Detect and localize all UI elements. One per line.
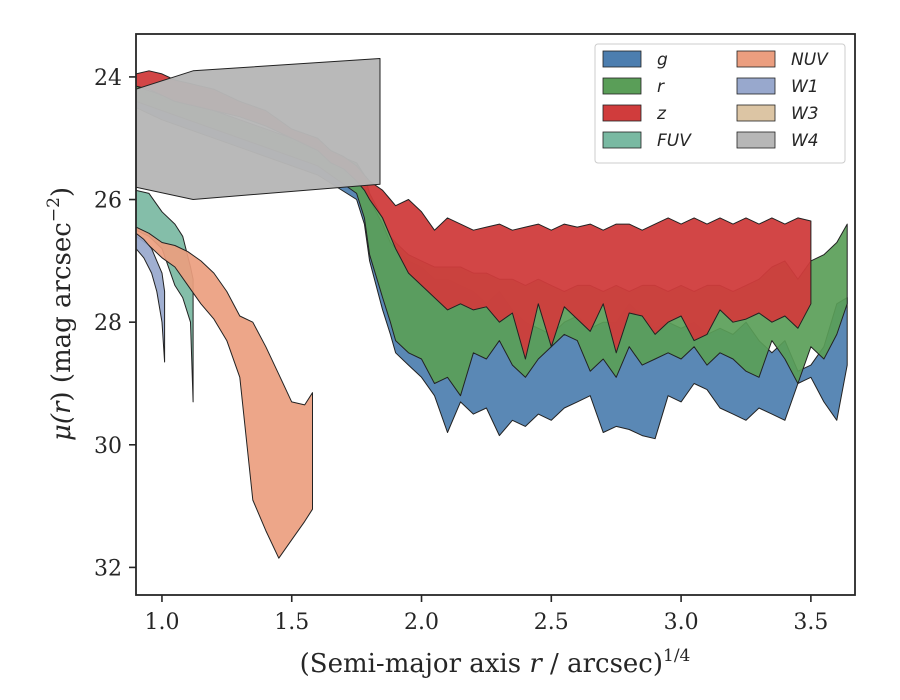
y-tick-label: 26 xyxy=(94,189,122,214)
y-axis-label-close: ) (mag arcsec xyxy=(47,222,77,401)
x-tick-label: 3.0 xyxy=(664,610,699,635)
legend-swatch-r xyxy=(602,77,642,95)
y-axis-label-sup: −2 xyxy=(44,197,64,222)
legend-label-g: g xyxy=(657,50,668,70)
legend-swatch-g xyxy=(602,50,642,68)
legend-label-w4: W4 xyxy=(791,131,819,151)
x-tick-label: 2.0 xyxy=(404,610,439,635)
legend-swatch-w4 xyxy=(736,131,776,149)
legend-label-r: r xyxy=(657,77,665,97)
y-axis-ticks: 24 26 28 30 32 xyxy=(94,66,136,581)
y-tick-label: 30 xyxy=(94,434,122,459)
y-tick-label: 32 xyxy=(94,556,122,581)
series-area-w1 xyxy=(136,232,166,363)
x-tick-label: 1.0 xyxy=(144,610,179,635)
legend-swatch-fuv xyxy=(602,131,642,149)
series-area-nuv xyxy=(136,226,313,559)
x-axis-label-prefix: (Semi-major axis xyxy=(300,649,530,679)
legend-swatch-w3 xyxy=(736,104,776,122)
legend-label-w1: W1 xyxy=(791,77,819,97)
y-axis-label-mu: μ( xyxy=(47,413,77,441)
x-axis-label-sup: 1/4 xyxy=(663,646,690,666)
x-axis-label-mid: / arcsec) xyxy=(542,649,663,679)
legend-label-z: z xyxy=(656,104,667,124)
y-axis-label: μ(r) (mag arcsec−2) xyxy=(44,187,77,441)
legend-swatch-nuv xyxy=(736,50,776,68)
legend-label-fuv: FUV xyxy=(657,131,692,151)
legend-swatch-w1 xyxy=(736,77,776,95)
series-area-w4 xyxy=(136,58,381,200)
legend-label-w3: W3 xyxy=(791,104,819,124)
legend-label-nuv: NUV xyxy=(791,50,829,70)
x-tick-label: 2.5 xyxy=(534,610,569,635)
y-tick-label: 28 xyxy=(94,311,122,336)
x-axis-label-var: r xyxy=(529,649,543,679)
legend: grz FUV NUV W1 W3 W4 xyxy=(594,43,846,164)
plot-frame xyxy=(135,33,856,596)
x-axis-label: (Semi-major axis r / arcsec)1/4 xyxy=(300,646,691,679)
y-axis-label-var: r xyxy=(47,400,77,414)
x-tick-label: 3.5 xyxy=(793,610,828,635)
x-axis-ticks: 1.0 1.5 2.0 2.5 3.0 3.5 xyxy=(144,595,828,635)
x-tick-label: 1.5 xyxy=(274,610,309,635)
legend-box xyxy=(594,43,846,164)
y-tick-label: 24 xyxy=(94,66,122,91)
series-areas xyxy=(136,58,848,559)
legend-swatch-z xyxy=(602,104,642,122)
y-axis-label-end: ) xyxy=(47,187,77,197)
